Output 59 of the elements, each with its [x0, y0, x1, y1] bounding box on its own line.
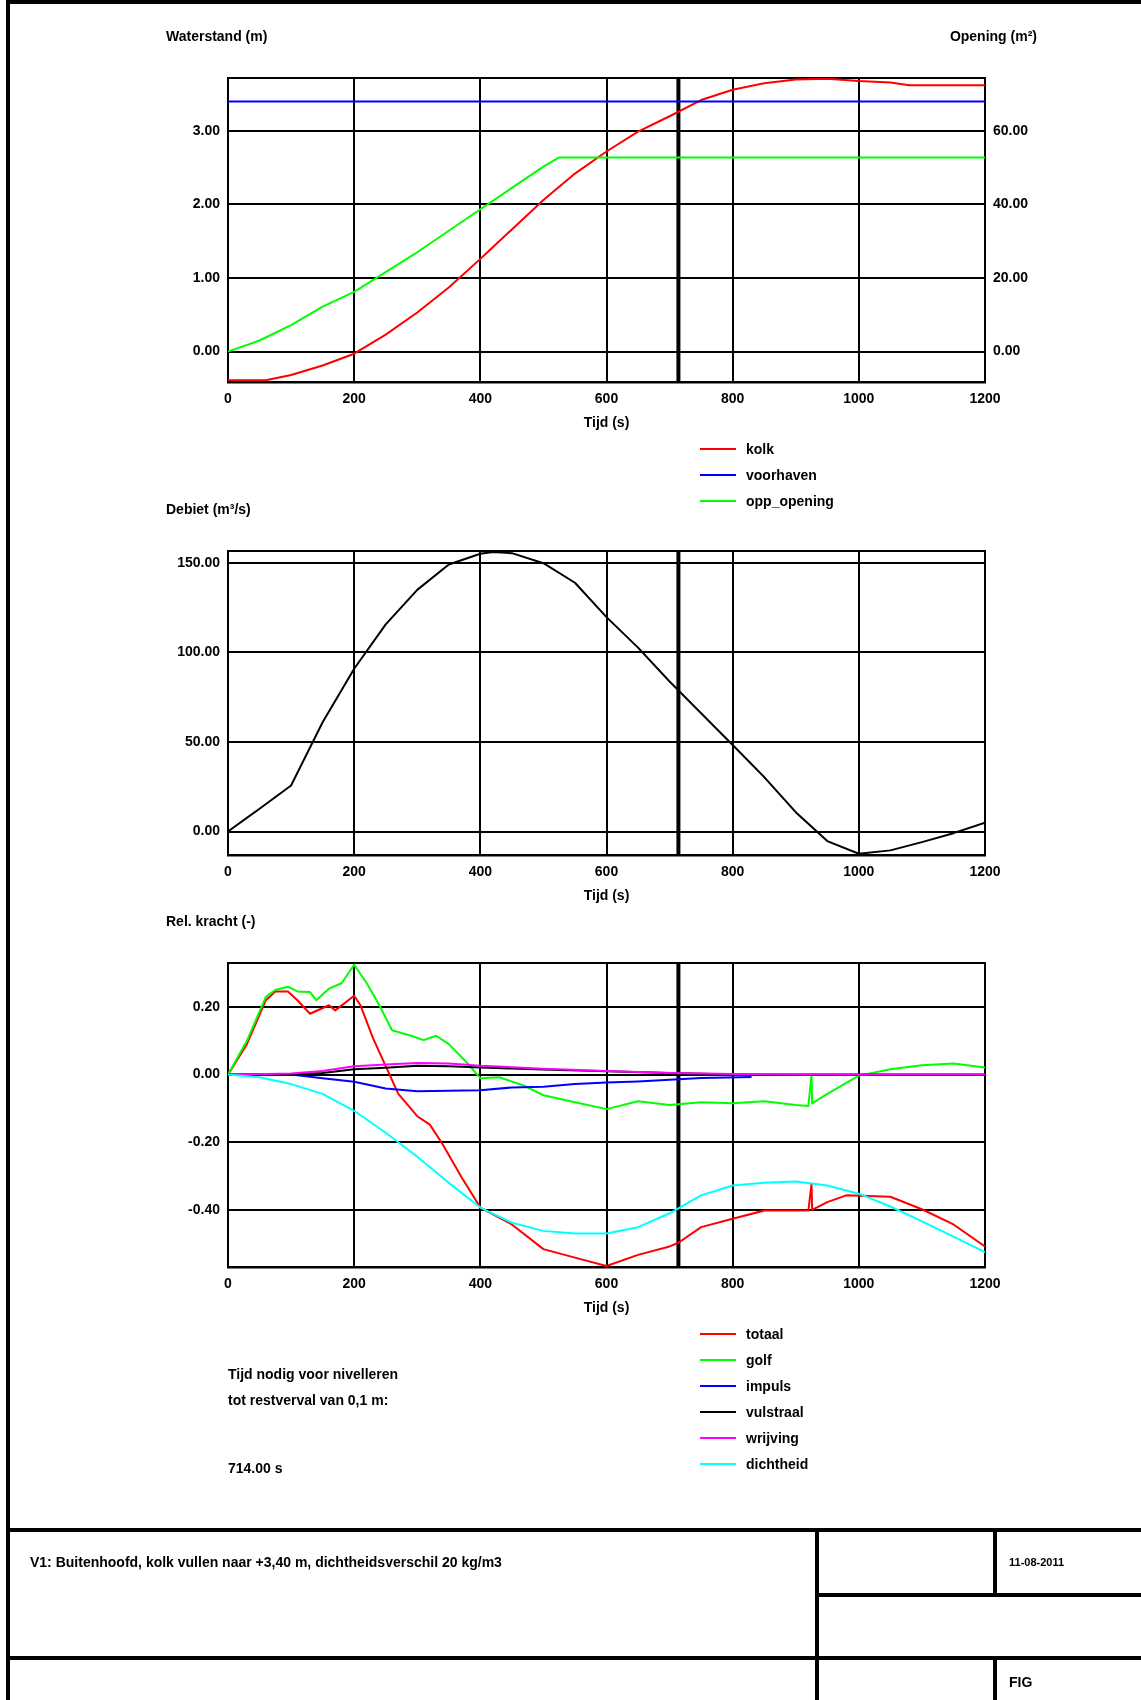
- y-tick-label: 0.00: [192, 342, 221, 359]
- legend-label: vulstraal: [746, 1404, 804, 1420]
- y-axis-title: Waterstand (m): [166, 28, 268, 44]
- text: Tijd nodig voor nivelleren: [228, 1365, 399, 1384]
- y-tick-label: 150.00: [177, 553, 221, 570]
- y-axis-title: Rel. kracht (-): [166, 913, 256, 929]
- y-tick-label: 100.00: [177, 643, 221, 660]
- legend-label: dichtheid: [746, 1456, 809, 1472]
- legend-label: wrijving: [746, 1430, 799, 1446]
- x-tick-label: 400: [468, 389, 493, 406]
- text: tot restverval van 0,1 m:: [228, 1391, 390, 1410]
- legend-label: totaal: [746, 1326, 784, 1342]
- x-tick-label: 600: [594, 1274, 619, 1291]
- x-axis-title: Tijd (s): [583, 414, 630, 431]
- x-tick-label: 1000: [843, 1274, 875, 1291]
- y2-tick-label: 60.00: [993, 121, 1029, 138]
- x-axis-title: Tijd (s): [583, 887, 630, 904]
- legend-label: golf: [746, 1352, 772, 1368]
- x-tick-label: 1200: [969, 389, 1001, 406]
- x-tick-label: 400: [468, 862, 493, 879]
- y-tick-label: 0.00: [192, 822, 221, 839]
- text: 11-08-2011: [1009, 1556, 1065, 1568]
- y-axis-title: Debiet (m³/s): [166, 501, 251, 517]
- x-tick-label: 200: [342, 389, 367, 406]
- x-tick-label: 800: [720, 1274, 745, 1291]
- text: FIG: [1009, 1674, 1033, 1690]
- y-tick-label: 0.20: [192, 997, 221, 1014]
- x-tick-label: 0: [224, 862, 233, 879]
- y2-tick-label: 0.00: [993, 342, 1021, 359]
- x-tick-label: 200: [342, 862, 367, 879]
- x-tick-label: 800: [720, 389, 745, 406]
- x-tick-label: 0: [224, 1274, 233, 1291]
- x-axis-title: Tijd (s): [583, 1299, 630, 1316]
- y2-tick-label: 40.00: [993, 195, 1029, 212]
- y2-tick-label: 20.00: [993, 268, 1029, 285]
- x-tick-label: 1200: [969, 1274, 1001, 1291]
- y-tick-label: 2.00: [192, 195, 221, 212]
- y-tick-label: 50.00: [184, 732, 221, 749]
- x-tick-label: 200: [342, 1274, 367, 1291]
- x-tick-label: 800: [720, 862, 745, 879]
- legend-label: opp_opening: [746, 493, 834, 509]
- y-tick-label: -0.40: [188, 1200, 221, 1217]
- x-tick-label: 0: [224, 389, 233, 406]
- y-tick-label: 0.00: [192, 1065, 221, 1082]
- text: 714.00 s: [228, 1459, 284, 1478]
- y2-axis-title: Opening (m²): [949, 28, 1037, 44]
- y-tick-label: 3.00: [192, 121, 221, 138]
- y-tick-label: -0.20: [188, 1133, 221, 1150]
- x-tick-label: 600: [594, 389, 619, 406]
- legend-label: kolk: [746, 441, 775, 457]
- y-tick-label: 1.00: [192, 268, 221, 285]
- x-tick-label: 600: [594, 862, 619, 879]
- x-tick-label: 400: [468, 1274, 493, 1291]
- x-tick-label: 1000: [843, 862, 875, 879]
- legend-label: voorhaven: [746, 467, 817, 483]
- legend-label: impuls: [746, 1378, 792, 1394]
- text: V1: Buitenhoofd, kolk vullen naar +3,40 m, dichtheidsverschil 20 kg/m3: [30, 1554, 502, 1570]
- x-tick-label: 1200: [969, 862, 1001, 879]
- x-tick-label: 1000: [843, 389, 875, 406]
